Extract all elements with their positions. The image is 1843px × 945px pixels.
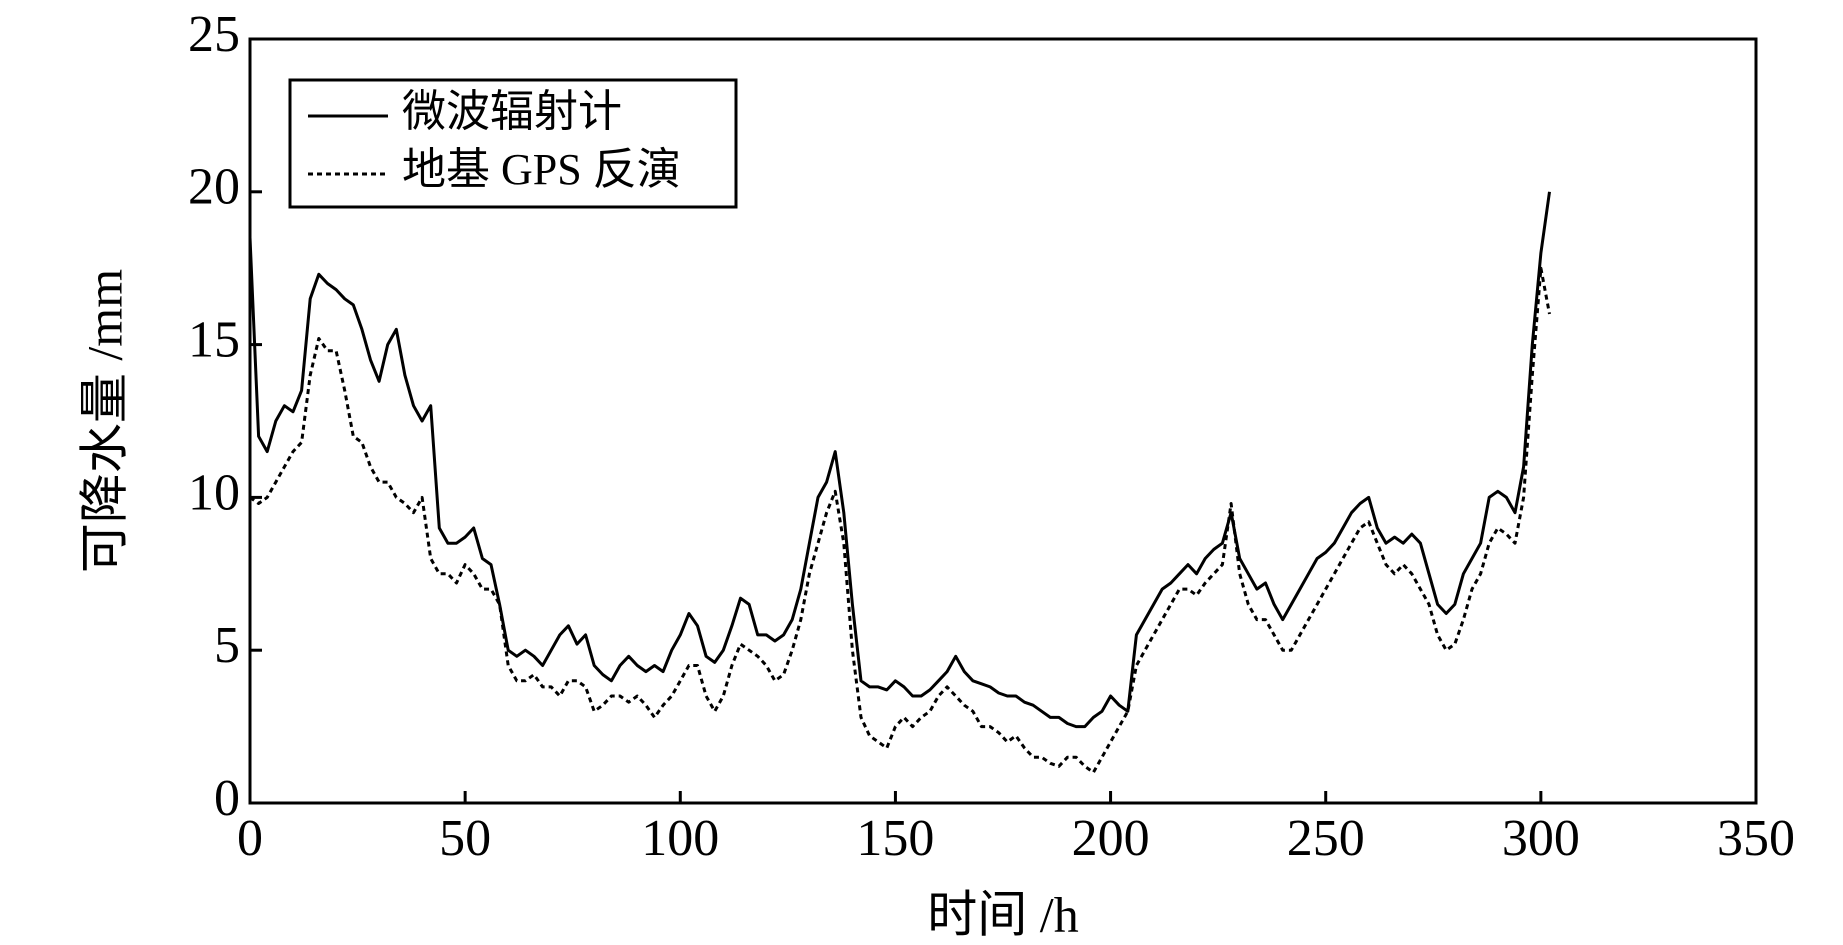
x-tick-label: 250: [1287, 810, 1365, 867]
x-tick-label: 150: [856, 810, 934, 867]
series-line: [249, 266, 1551, 774]
y-tick-label: 25: [188, 6, 240, 63]
y-tick-label: 5: [214, 617, 240, 674]
y-tick-label: 15: [188, 312, 240, 369]
x-axis-label: 时间 /h: [927, 886, 1078, 942]
plot-frame: [248, 37, 1758, 805]
y-tick-label: 20: [188, 159, 240, 216]
x-tick-label: 0: [237, 810, 263, 867]
x-tick-label: 350: [1717, 810, 1795, 867]
series-line: [248, 191, 1551, 729]
legend-label: 地基 GPS 反演: [402, 145, 681, 194]
x-tick-label: 100: [641, 810, 719, 867]
x-tick-label: 300: [1502, 810, 1580, 867]
x-tick-label: 200: [1072, 810, 1150, 867]
y-axis-label: 可降水量 /mm: [76, 269, 132, 573]
legend-label: 微波辐射计: [402, 87, 622, 136]
y-tick-label: 10: [188, 464, 240, 521]
legend-box: [288, 78, 738, 209]
y-tick-label: 0: [214, 770, 240, 827]
x-tick-label: 50: [439, 810, 491, 867]
